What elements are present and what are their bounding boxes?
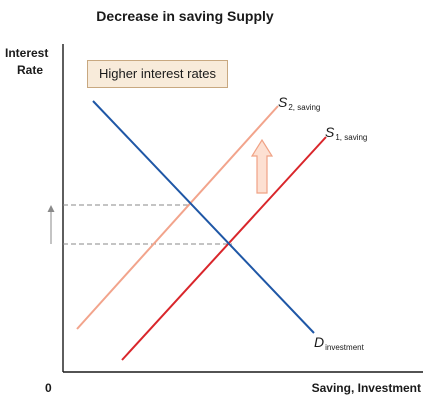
s1-label-sub: 1, saving bbox=[335, 133, 368, 142]
higher-interest-rates-callout: Higher interest rates bbox=[87, 60, 228, 88]
s2-label-sub: 2, saving bbox=[288, 103, 321, 112]
s1-saving-label: S1, saving bbox=[325, 124, 368, 142]
chart-title: Decrease in saving Supply bbox=[96, 8, 274, 24]
s2-saving-label: S2, saving bbox=[278, 94, 321, 112]
y-axis-label-line2: Rate bbox=[16, 63, 43, 77]
d-label-sub: investment bbox=[325, 343, 364, 352]
y-axis-label-line1: Interest bbox=[5, 46, 49, 60]
s1-label-main: S bbox=[325, 124, 335, 140]
rate-increase-arrowhead bbox=[47, 205, 55, 212]
x-axis-label: Saving, Investment bbox=[311, 381, 421, 395]
demand-curve-investment bbox=[92, 100, 315, 334]
supply-curve-s2 bbox=[76, 105, 279, 330]
y-axis-label: Interest Rate bbox=[5, 45, 49, 79]
origin-label: 0 bbox=[45, 381, 52, 395]
supply-shift-arrow-icon bbox=[250, 138, 274, 194]
d-investment-label: Dinvestment bbox=[314, 334, 364, 352]
s2-label-main: S bbox=[278, 94, 288, 110]
d-label-main: D bbox=[314, 334, 325, 350]
supply-curve-s1 bbox=[121, 136, 327, 361]
